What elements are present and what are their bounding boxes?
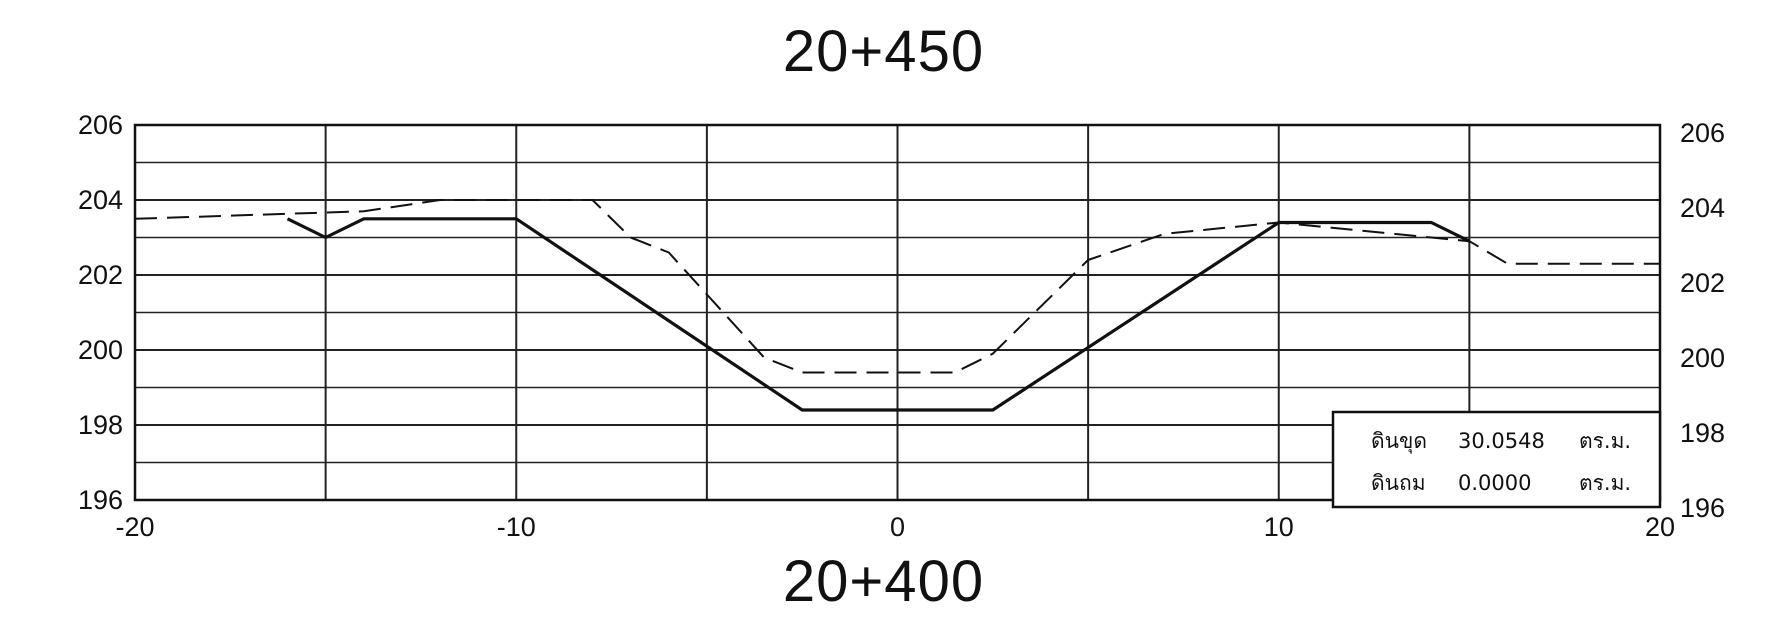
x-tick-label: 0 bbox=[890, 512, 905, 542]
legend-frame bbox=[1331, 410, 1662, 509]
y-tick-label-right: 202 bbox=[1680, 268, 1725, 298]
legend-row-label: ดินถม bbox=[1371, 471, 1426, 495]
legend-row-value: 30.0548 bbox=[1458, 429, 1545, 453]
y-tick-label-left: 204 bbox=[78, 185, 123, 215]
legend-row-unit: ตร.ม. bbox=[1579, 471, 1631, 495]
x-tick-label: -20 bbox=[115, 512, 154, 542]
y-tick-label-left: 202 bbox=[78, 260, 123, 290]
y-tick-label-left: 206 bbox=[78, 110, 123, 140]
y-tick-label-right: 196 bbox=[1680, 493, 1725, 523]
legend-row-value: 0.0000 bbox=[1458, 471, 1531, 495]
x-tick-label: -10 bbox=[497, 512, 536, 542]
existing-ground-line bbox=[134, 199, 1660, 374]
design-section-line bbox=[286, 217, 1471, 412]
y-tick-label-left: 198 bbox=[78, 410, 123, 440]
grid-lines bbox=[135, 125, 1660, 500]
legend-box: ดินขุด 30.0548 ตร.ม. ดินถม 0.0000 ตร.ม. bbox=[1331, 410, 1662, 509]
legend-row-label: ดินขุด bbox=[1371, 429, 1427, 454]
chart-subtitle: 20+400 bbox=[782, 549, 985, 614]
tick-labels: 196198200202204206196198200202204206-20-… bbox=[78, 110, 1725, 542]
chart-title: 20+450 bbox=[782, 19, 985, 84]
y-tick-label-right: 204 bbox=[1680, 193, 1725, 223]
legend-row-unit: ตร.ม. bbox=[1579, 429, 1631, 453]
series-group bbox=[134, 199, 1660, 412]
y-tick-label-left: 200 bbox=[78, 335, 123, 365]
x-tick-label: 20 bbox=[1645, 512, 1675, 542]
y-tick-label-right: 198 bbox=[1680, 418, 1725, 448]
y-tick-label-left: 196 bbox=[78, 485, 123, 515]
y-tick-label-right: 200 bbox=[1680, 343, 1725, 373]
plot-frame bbox=[133, 123, 1662, 502]
x-tick-label: 10 bbox=[1264, 512, 1294, 542]
y-tick-label-right: 206 bbox=[1680, 118, 1725, 148]
